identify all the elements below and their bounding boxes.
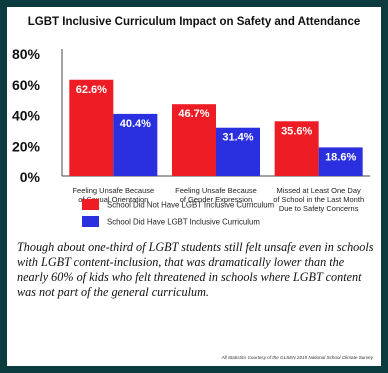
chart-panel: LGBT Inclusive Curriculum Impact on Safe… [7, 7, 381, 366]
legend-label: School Did Have LGBT Inclusive Curriculu… [107, 218, 260, 227]
bar-value-label: 62.6% [76, 84, 107, 96]
legend-label: School Did Not Have LGBT Inclusive Curri… [107, 201, 274, 210]
bar-value-label: 31.4% [222, 132, 253, 144]
y-tick-label: 80% [12, 46, 41, 62]
bar [172, 104, 216, 176]
bar [113, 113, 158, 176]
outer-frame: LGBT Inclusive Curriculum Impact on Safe… [4, 4, 384, 369]
x-category-label: of Gender Expression [180, 195, 253, 204]
y-tick-label: 0% [20, 169, 41, 185]
bar [318, 147, 363, 176]
x-category-label: of Sexual Orientation [78, 195, 148, 204]
bar-value-label: 40.4% [120, 118, 151, 130]
bar [216, 127, 260, 176]
x-category-label: Feeling Unsafe Because [72, 186, 154, 195]
bar-chart: 0% 20% 40% 60% 80% 62.6% 40.4% Feeling Unsafe B… [12, 46, 370, 227]
bar [274, 121, 319, 176]
bar [69, 79, 114, 176]
legend-swatch [82, 216, 99, 227]
y-tick-label: 40% [12, 108, 41, 124]
chart-title: LGBT Inclusive Curriculum Impact on Safe… [27, 16, 361, 28]
bar-value-label: 46.7% [178, 108, 209, 120]
x-category-label: Missed at Least One Day [277, 186, 361, 195]
bar-value-label: 35.6% [281, 125, 312, 137]
caption-text: Though about one-third of LGBT students … [17, 240, 374, 299]
x-category-label: Due to Safety Concerns [279, 204, 359, 213]
legend-swatch [82, 199, 99, 210]
y-tick-label: 60% [12, 77, 41, 93]
x-category-label: Feeling Unsafe Because [175, 186, 257, 195]
bar-value-label: 18.6% [325, 151, 356, 163]
source-credit: All Statistics Courtesy of the GLSEN 201… [221, 355, 373, 360]
y-tick-label: 20% [12, 138, 41, 154]
x-category-label: of School in the Last Month [273, 195, 364, 204]
